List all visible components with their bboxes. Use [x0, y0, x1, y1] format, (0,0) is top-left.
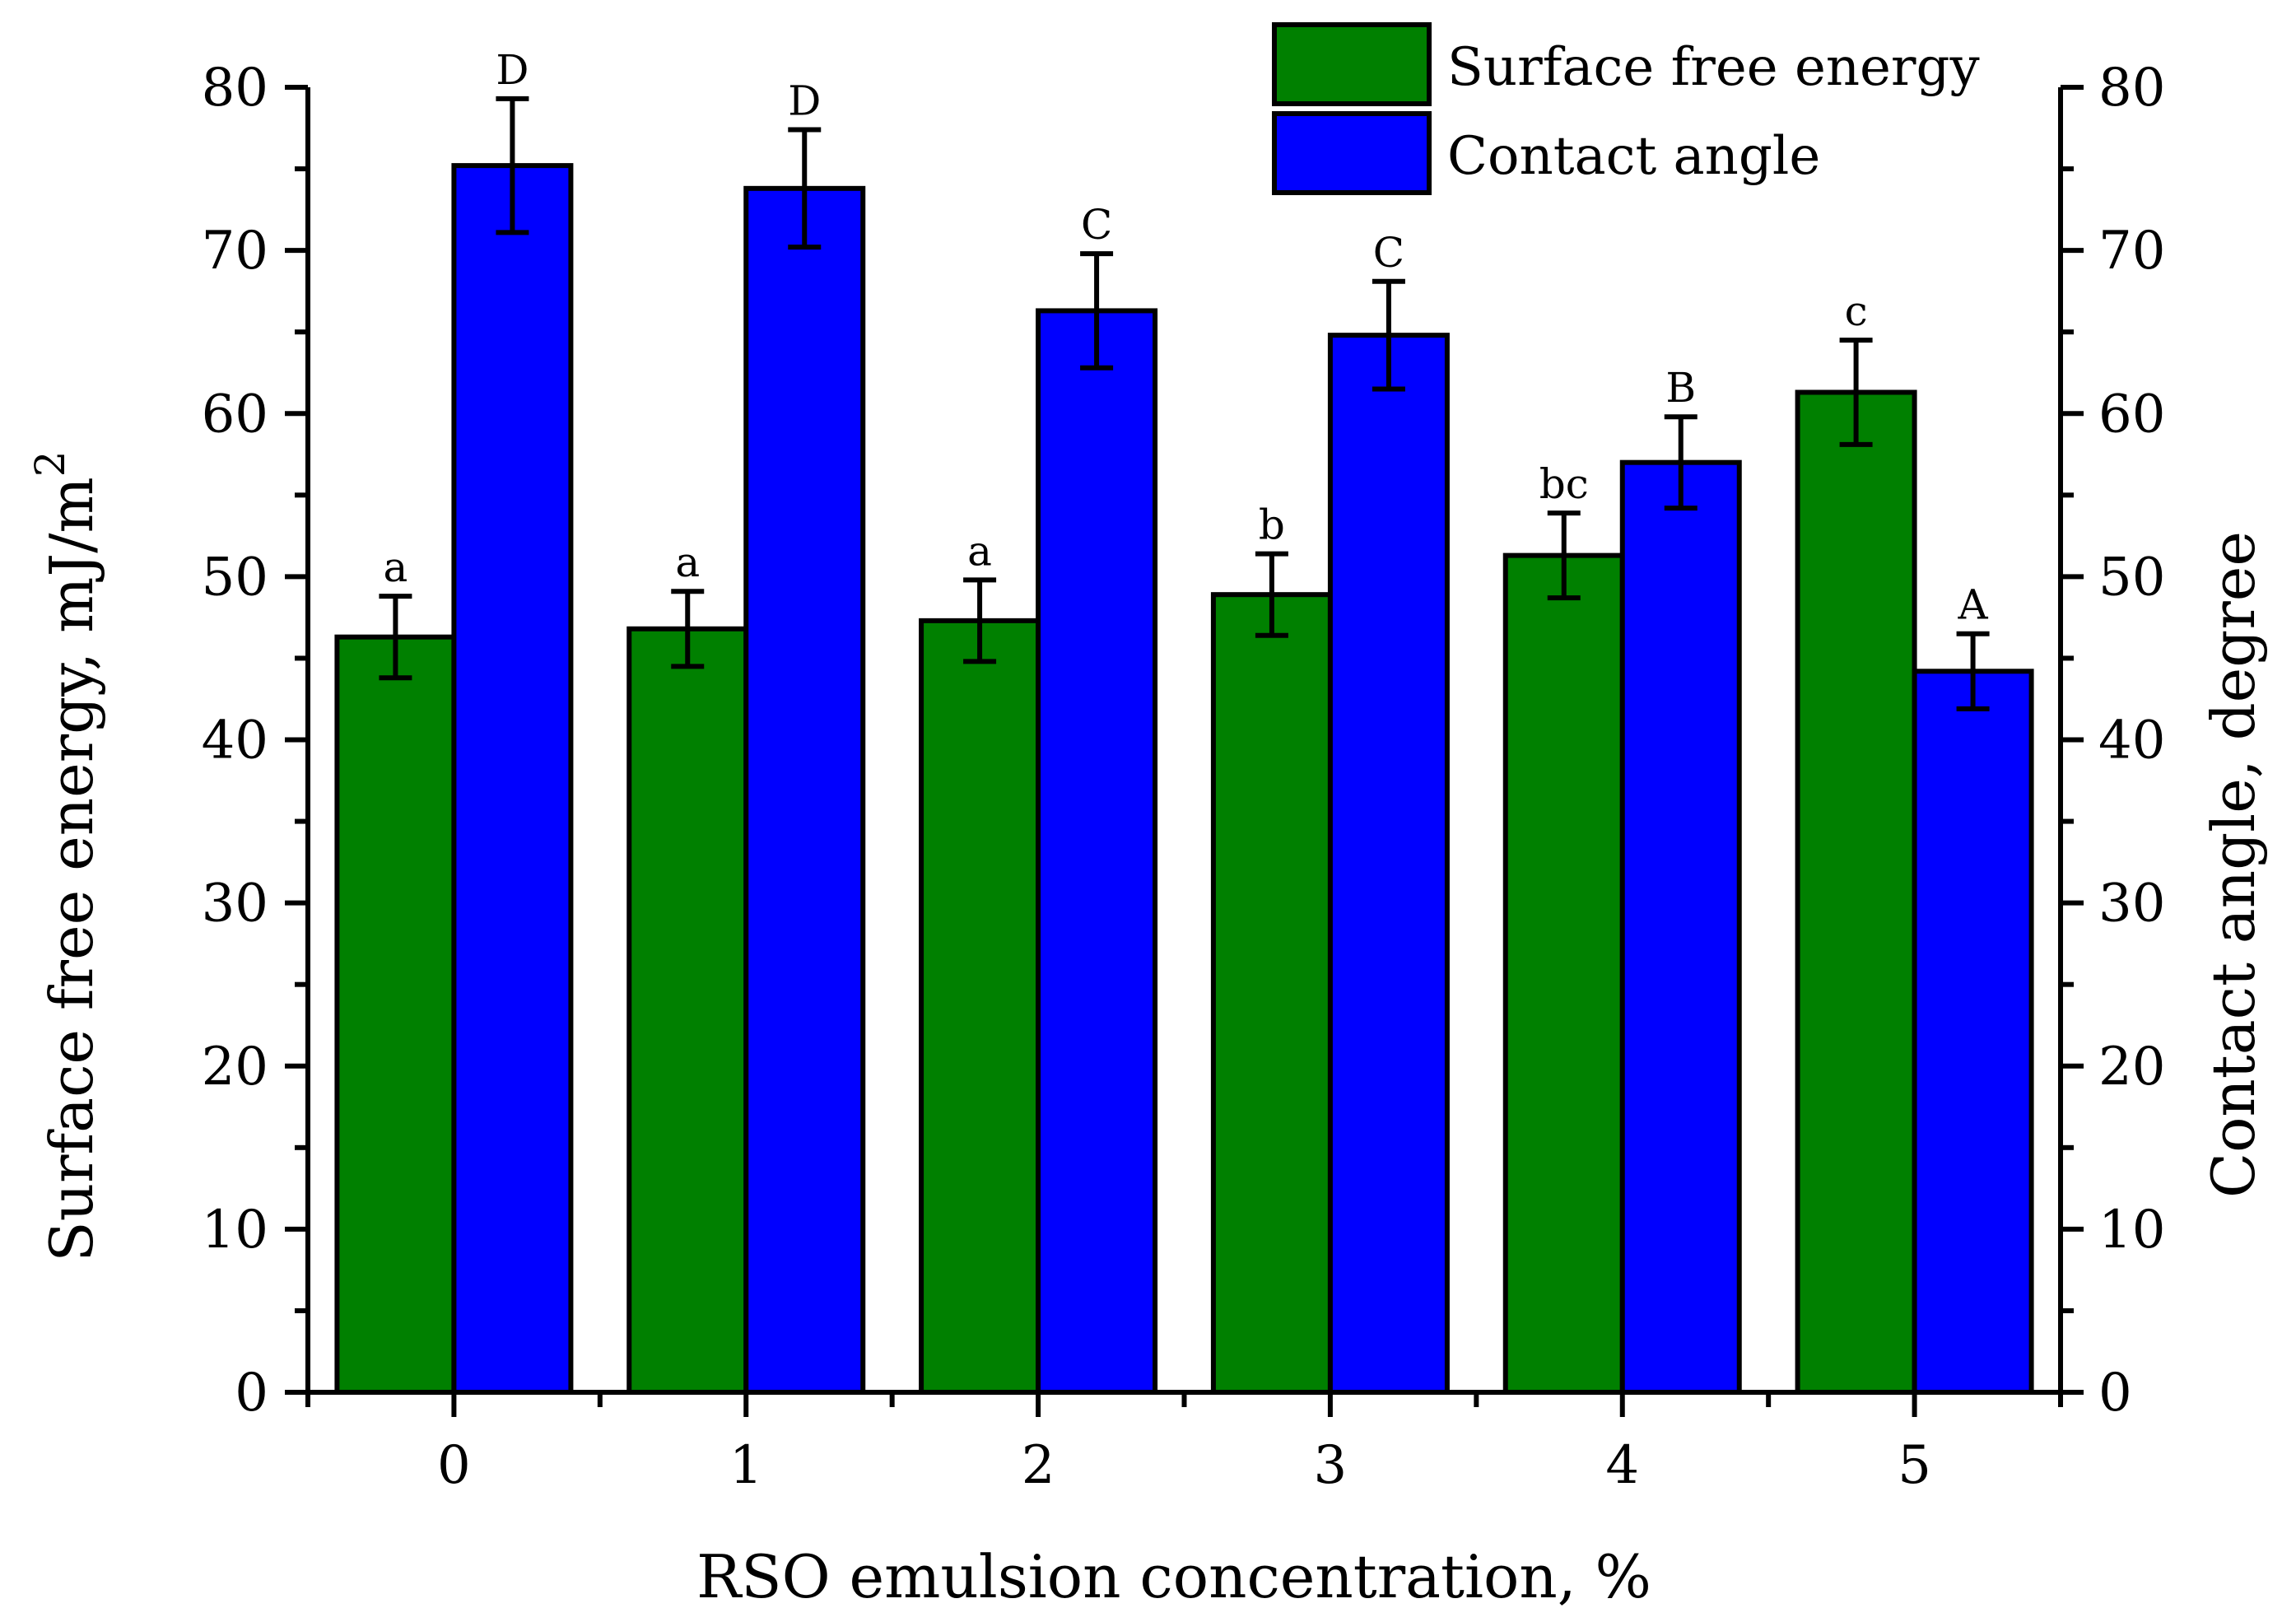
bar-surface-free-energy-2 — [919, 618, 1041, 1395]
bar-contact-angle-5 — [1912, 669, 2034, 1395]
y-tick-label-70: 70 — [202, 221, 268, 282]
bar-contact-angle-2 — [1036, 308, 1158, 1395]
bar-surface-free-energy-5 — [1795, 389, 1917, 1395]
y2-tick-label-70: 70 — [2098, 221, 2165, 282]
y-tick-label-0: 0 — [235, 1363, 268, 1424]
x-tick-label-0: 0 — [437, 1435, 471, 1496]
significance-label-surface-free-energy-2: a — [967, 527, 992, 575]
bar-contact-angle-4 — [1619, 459, 1742, 1395]
error-bar-surface-free-energy-0 — [379, 594, 412, 681]
y-tick-label-20: 20 — [202, 1037, 268, 1098]
error-bar-contact-angle-5 — [1956, 631, 1990, 711]
y-tick-label-40: 40 — [202, 711, 268, 771]
legend-label-contact-angle: Contact angle — [1447, 126, 1820, 187]
bar-surface-free-energy-3 — [1210, 592, 1333, 1395]
significance-label-surface-free-energy-3: b — [1259, 501, 1285, 549]
y2-tick-label-50: 50 — [2098, 547, 2165, 608]
axes: 0 10 20 30 40 50 60 70 80 0 10 20 30 40 50 60 70 80 0 1 2 3 4 5 — [202, 58, 2166, 1496]
bar-surface-free-energy-1 — [626, 626, 749, 1395]
error-bar-contact-angle-0 — [496, 96, 529, 235]
error-bar-surface-free-energy-3 — [1255, 551, 1288, 638]
legend: Surface free energy Contact angle — [1272, 22, 1980, 195]
error-bar-surface-free-energy-4 — [1547, 510, 1581, 601]
bar-surface-free-energy-0 — [334, 634, 457, 1395]
y2-tick-label-30: 30 — [2098, 874, 2165, 935]
significance-label-contact-angle-2: C — [1081, 201, 1112, 249]
y2-tick-label-60: 60 — [2098, 384, 2165, 445]
y-tick-label-80: 80 — [202, 58, 268, 119]
y2-tick-label-20: 20 — [2098, 1037, 2165, 1098]
bar-contact-angle-1 — [743, 185, 866, 1395]
error-bar-surface-free-energy-1 — [671, 589, 705, 669]
error-bar-contact-angle-2 — [1080, 251, 1114, 371]
error-bar-contact-angle-4 — [1664, 414, 1698, 511]
y-axis-title-superscript: 2 — [26, 450, 74, 477]
significance-label-contact-angle-4: B — [1665, 364, 1696, 412]
significance-label-surface-free-energy-1: a — [675, 538, 700, 586]
y2-tick-label-80: 80 — [2098, 58, 2165, 119]
x-tick-label-3: 3 — [1314, 1435, 1348, 1496]
error-bar-contact-angle-1 — [788, 127, 822, 250]
error-bar-surface-free-energy-5 — [1839, 338, 1873, 447]
y-tick-label-10: 10 — [202, 1200, 268, 1261]
plot-area: a Da Da Cb Cbc Bc A — [334, 46, 2034, 1396]
significance-label-contact-angle-1: D — [788, 77, 821, 125]
error-bar-surface-free-energy-2 — [963, 577, 997, 664]
significance-label-surface-free-energy-0: a — [384, 543, 408, 591]
y2-tick-label-10: 10 — [2098, 1200, 2165, 1261]
bar-surface-free-energy-4 — [1502, 552, 1625, 1395]
y-axis-title: Surface free energy, mJ/m2 — [26, 450, 106, 1261]
x-tick-label-4: 4 — [1605, 1435, 1639, 1496]
bar-contact-angle-3 — [1327, 333, 1450, 1395]
bar-contact-angle-0 — [451, 163, 574, 1396]
significance-label-contact-angle-0: D — [496, 46, 529, 94]
error-bar-contact-angle-3 — [1372, 278, 1405, 392]
significance-label-contact-angle-3: C — [1373, 229, 1404, 277]
significance-label-surface-free-energy-4: bc — [1539, 460, 1589, 508]
y2-tick-label-0: 0 — [2098, 1363, 2132, 1424]
y-tick-label-60: 60 — [202, 384, 268, 445]
x-tick-label-2: 2 — [1022, 1435, 1055, 1496]
y-axis-title-main: Surface free energy, mJ/m — [37, 477, 106, 1261]
legend-swatch-contact-angle — [1272, 111, 1432, 195]
significance-label-surface-free-energy-5: c — [1845, 287, 1868, 335]
x-tick-label-5: 5 — [1898, 1435, 1931, 1496]
y-tick-label-30: 30 — [202, 874, 268, 935]
legend-label-surface-free-energy: Surface free energy — [1447, 37, 1980, 98]
x-axis-title: RSO emulsion concentration, % — [696, 1542, 1651, 1611]
x-tick-label-1: 1 — [729, 1435, 763, 1496]
y2-tick-label-40: 40 — [2098, 711, 2165, 771]
y2-axis-title: Contact angle, degree — [2199, 531, 2268, 1198]
significance-label-contact-angle-5: A — [1958, 581, 1989, 629]
legend-swatch-surface-free-energy — [1272, 22, 1432, 106]
y-tick-label-50: 50 — [202, 547, 268, 608]
